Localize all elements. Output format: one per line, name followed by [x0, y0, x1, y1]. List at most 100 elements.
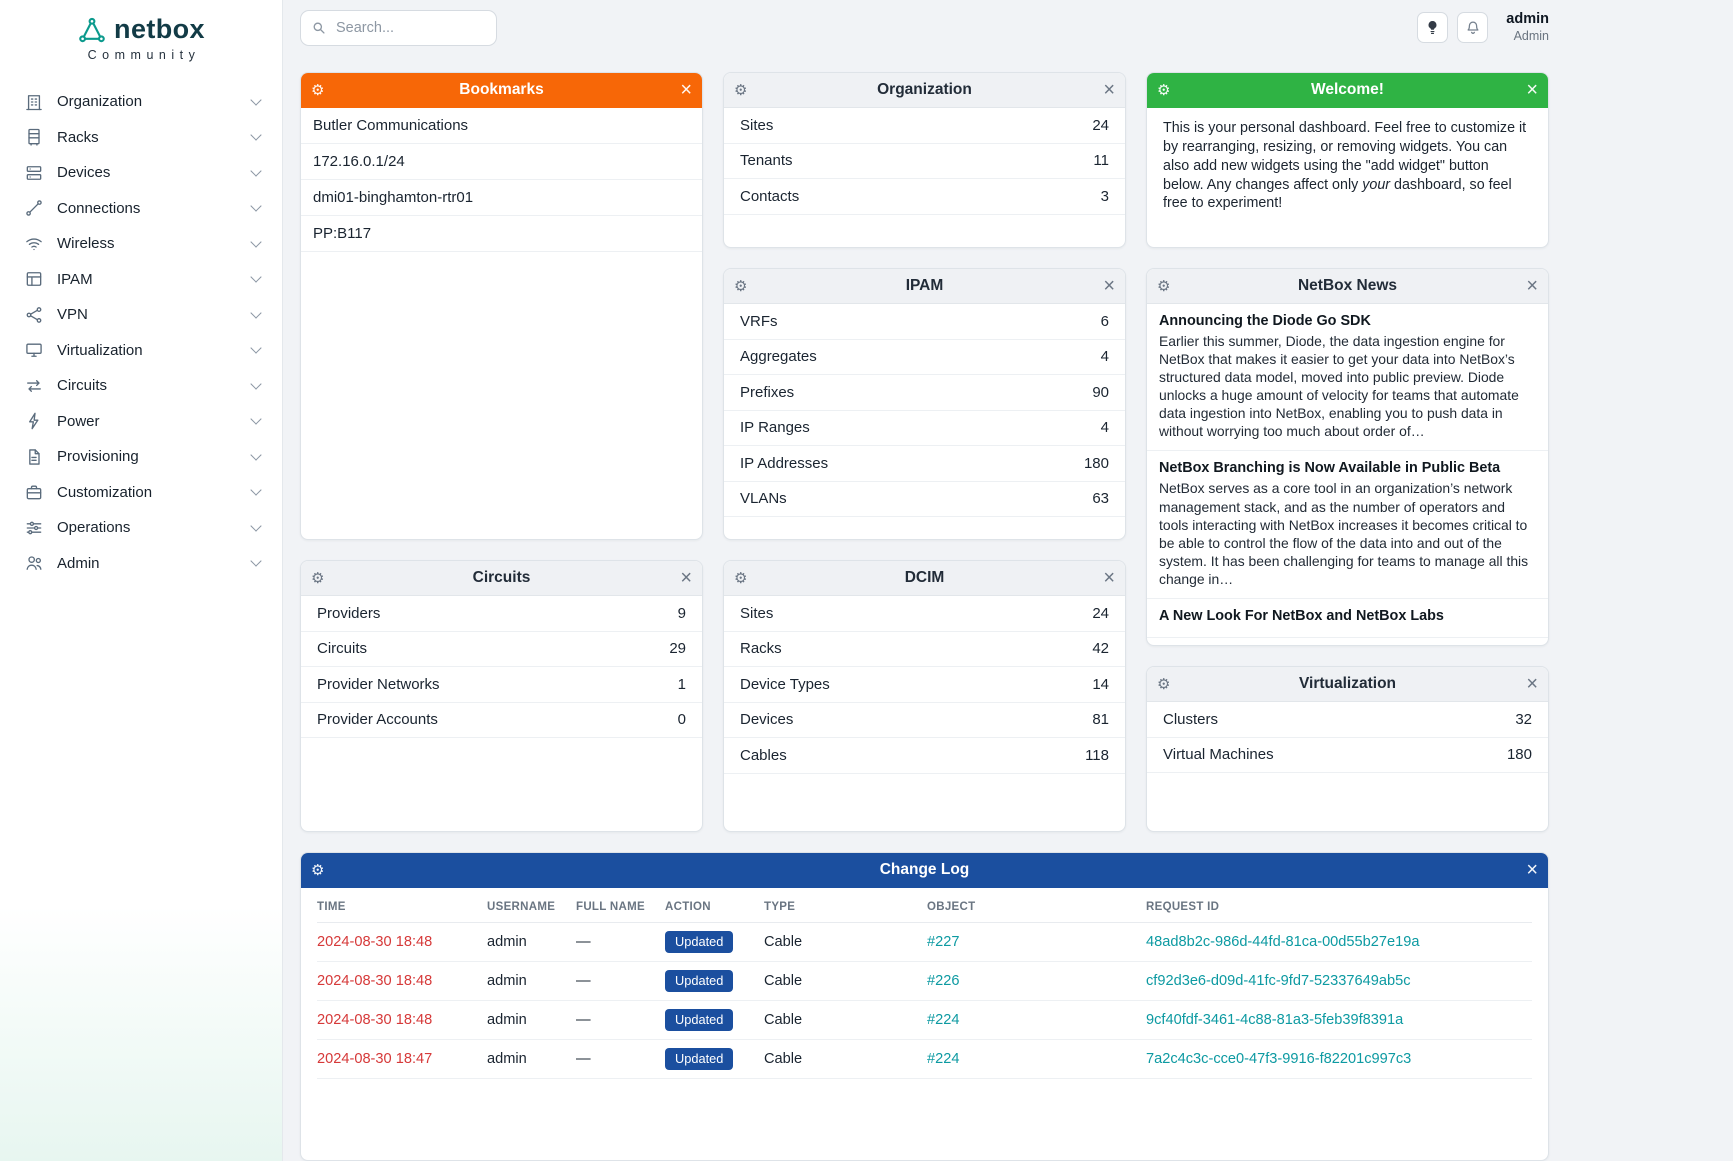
- changelog-object-link[interactable]: #226: [927, 973, 960, 990]
- stat-row[interactable]: Virtual Machines 180: [1147, 738, 1548, 773]
- sidebar-item[interactable]: Power: [0, 404, 282, 440]
- stat-row[interactable]: Devices 81: [724, 703, 1125, 738]
- stat-row[interactable]: Contacts 3: [724, 179, 1125, 215]
- stat-row[interactable]: Sites 24: [724, 596, 1125, 632]
- stat-row[interactable]: Provider Accounts 0: [301, 703, 702, 738]
- sidebar-item[interactable]: Virtualization: [0, 333, 282, 369]
- news-headline-link[interactable]: A New Look For NetBox and NetBox Labs: [1159, 607, 1444, 624]
- stat-label: Sites: [740, 604, 774, 622]
- bookmark-item[interactable]: dmi01-binghamton-rtr01: [301, 180, 702, 216]
- changelog-request-id-link[interactable]: 7a2c4c3c-cce0-47f3-9916-f82201c997c3: [1146, 1051, 1412, 1068]
- notifications-button[interactable]: [1457, 12, 1489, 43]
- stat-row[interactable]: Tenants 11: [724, 144, 1125, 179]
- column-header: USERNAME: [487, 888, 576, 923]
- changelog-request-id-link[interactable]: 48ad8b2c-986d-44fd-81ca-00d55b27e19a: [1146, 934, 1420, 951]
- changelog-request-id-link[interactable]: 9cf40fdf-3461-4c88-81a3-5feb39f8391a: [1146, 1012, 1404, 1029]
- widget-close-button[interactable]: ×: [668, 568, 692, 588]
- news-headline-link[interactable]: Announcing the Diode Go SDK: [1159, 313, 1371, 329]
- changelog-request-id-link[interactable]: cf92d3e6-d09d-41fc-9fd7-52337649ab5c: [1146, 973, 1411, 990]
- stat-label: Devices: [740, 711, 794, 729]
- widget-settings-button[interactable]: ⚙: [1157, 677, 1181, 692]
- sidebar-item[interactable]: VPN: [0, 297, 282, 333]
- widget-virtualization: ⚙ Virtualization × Clusters 32: [1146, 666, 1549, 832]
- widget-close-button[interactable]: ×: [668, 80, 692, 100]
- sidebar-item[interactable]: Provisioning: [0, 439, 282, 475]
- widget-settings-button[interactable]: ⚙: [1157, 279, 1181, 294]
- sidebar-item[interactable]: Connections: [0, 191, 282, 227]
- stat-label: Aggregates: [740, 348, 817, 366]
- sidebar-item[interactable]: Circuits: [0, 368, 282, 404]
- sidebar-item[interactable]: Racks: [0, 120, 282, 156]
- bookmark-item[interactable]: 172.16.0.1/24: [301, 144, 702, 180]
- changelog-fullname: —: [576, 1000, 665, 1041]
- sidebar-item[interactable]: Devices: [0, 155, 282, 191]
- widget-settings-button[interactable]: ⚙: [734, 83, 758, 98]
- widget-close-button[interactable]: ×: [1514, 860, 1538, 880]
- widget-close-button[interactable]: ×: [1514, 276, 1538, 296]
- widget-settings-button[interactable]: ⚙: [734, 571, 758, 586]
- stat-row[interactable]: Aggregates 4: [724, 340, 1125, 375]
- widget-settings-button[interactable]: ⚙: [1157, 83, 1181, 98]
- stat-label: Clusters: [1163, 710, 1219, 728]
- stat-row[interactable]: VRFs 6: [724, 304, 1125, 340]
- widget-close-button[interactable]: ×: [1091, 276, 1115, 296]
- stat-row[interactable]: Device Types 14: [724, 667, 1125, 703]
- dashboard: ⚙ Bookmarks × Butler Communications 172.…: [300, 72, 1549, 1161]
- stat-row[interactable]: Racks 42: [724, 632, 1125, 667]
- chevron-down-icon: [250, 342, 262, 354]
- sidebar-item[interactable]: Customization: [0, 475, 282, 511]
- stat-row[interactable]: IP Ranges 4: [724, 411, 1125, 446]
- widget-close-button[interactable]: ×: [1091, 568, 1115, 588]
- sidebar-item[interactable]: Wireless: [0, 226, 282, 262]
- gear-icon: ⚙: [1157, 81, 1171, 99]
- changelog-time-link[interactable]: 2024-08-30 18:48: [317, 973, 433, 990]
- stat-row[interactable]: Circuits 29: [301, 632, 702, 667]
- widget-settings-button[interactable]: ⚙: [311, 83, 335, 98]
- stat-value: 90: [1092, 383, 1109, 401]
- action-badge: Updated: [665, 1009, 734, 1032]
- stat-label: IP Addresses: [740, 454, 829, 472]
- sidebar-item[interactable]: Operations: [0, 510, 282, 546]
- sidebar-item[interactable]: IPAM: [0, 262, 282, 298]
- search-input[interactable]: [300, 9, 497, 46]
- stat-label: Tenants: [740, 152, 793, 170]
- widget-close-button[interactable]: ×: [1091, 80, 1115, 100]
- sidebar-item-icon: [24, 127, 44, 147]
- sidebar-item-label: Admin: [57, 554, 100, 572]
- widget-title: Circuits: [472, 569, 531, 586]
- stat-row[interactable]: VLANs 63: [724, 482, 1125, 517]
- column-header: ACTION: [665, 888, 764, 923]
- theme-toggle-button[interactable]: [1417, 12, 1449, 43]
- changelog-object-link[interactable]: #224: [927, 1051, 960, 1068]
- widget-close-button[interactable]: ×: [1514, 80, 1538, 100]
- widget-settings-button[interactable]: ⚙: [311, 571, 335, 586]
- stat-row[interactable]: Provider Networks 1: [301, 667, 702, 703]
- stat-row[interactable]: Sites 24: [724, 108, 1125, 144]
- stat-row[interactable]: Prefixes 90: [724, 375, 1125, 411]
- changelog-object-link[interactable]: #224: [927, 1012, 960, 1029]
- stat-row[interactable]: Cables 118: [724, 738, 1125, 774]
- bookmark-item[interactable]: Butler Communications: [301, 108, 702, 144]
- stat-row[interactable]: IP Addresses 180: [724, 446, 1125, 482]
- stat-row[interactable]: Providers 9: [301, 596, 702, 632]
- widget-organization-header: ⚙ Organization ×: [724, 73, 1125, 108]
- changelog-time-link[interactable]: 2024-08-30 18:47: [317, 1051, 433, 1068]
- widget-close-button[interactable]: ×: [1514, 674, 1538, 694]
- bell-icon: [1467, 21, 1479, 34]
- user-menu[interactable]: admin Admin: [1506, 11, 1549, 44]
- stat-row[interactable]: Clusters 32: [1147, 702, 1548, 738]
- changelog-time-link[interactable]: 2024-08-30 18:48: [317, 1012, 433, 1029]
- news-headline-link[interactable]: NetBox Branching is Now Available in Pub…: [1159, 460, 1501, 477]
- sidebar-item-icon: [24, 305, 44, 325]
- changelog-time-link[interactable]: 2024-08-30 18:48: [317, 934, 433, 951]
- changelog-type: Cable: [764, 1000, 927, 1041]
- widget-settings-button[interactable]: ⚙: [311, 863, 335, 878]
- sidebar-item[interactable]: Admin: [0, 546, 282, 582]
- changelog-object-link[interactable]: #227: [927, 934, 960, 951]
- sidebar-item[interactable]: Organization: [0, 84, 282, 120]
- brand[interactable]: netbox Community: [0, 0, 282, 68]
- bookmark-item[interactable]: PP:B117: [301, 216, 702, 252]
- stat-label: VRFs: [740, 312, 778, 330]
- widget-settings-button[interactable]: ⚙: [734, 279, 758, 294]
- widget-news-header: ⚙ NetBox News ×: [1147, 269, 1548, 304]
